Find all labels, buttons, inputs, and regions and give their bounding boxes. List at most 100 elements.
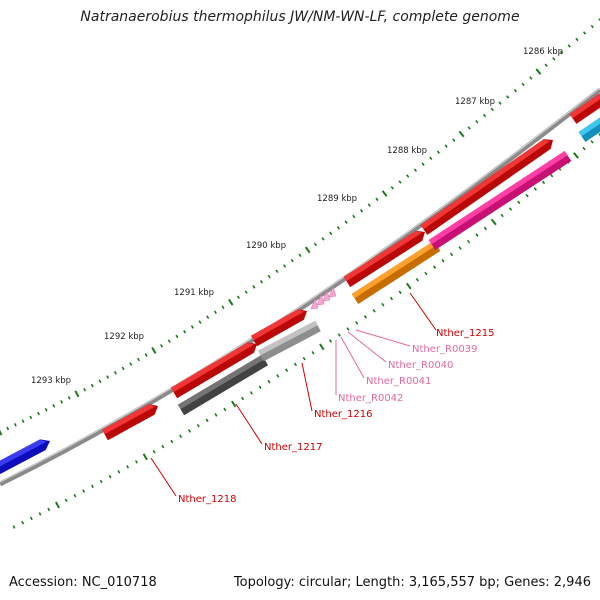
- inner-tick: [47, 507, 51, 512]
- outer-tick: [106, 375, 110, 379]
- outer-tick: [29, 415, 33, 420]
- rna-mark: [328, 286, 337, 298]
- outer-tick: [482, 113, 487, 118]
- inner-tick: [99, 479, 103, 484]
- outer-tick: [129, 362, 133, 366]
- feature-Nther_1216: [251, 309, 307, 347]
- outer-tick: [60, 400, 64, 404]
- inner-tick: [424, 271, 428, 276]
- feature-label-nther_r0041: Nther_R0041: [366, 376, 431, 387]
- outer-tick: [137, 357, 140, 362]
- inner-tick: [64, 498, 68, 503]
- inner-tick: [517, 200, 521, 205]
- outer-tick: [283, 264, 287, 268]
- feature-red-feature-top: [569, 94, 600, 124]
- outer-tick: [221, 305, 225, 310]
- scale-label: 1292 kbp: [104, 332, 144, 342]
- genome-backbone-highlight: [0, 87, 600, 483]
- inner-tick-ring: [12, 133, 600, 529]
- label-leader: [235, 403, 263, 445]
- inner-tick: [389, 296, 394, 301]
- inner-tick: [82, 489, 86, 493]
- inner-tick: [590, 140, 594, 144]
- inner-tick: [293, 362, 297, 367]
- outer-tick: [444, 144, 448, 148]
- feature-Nther_1218: [102, 404, 158, 441]
- inner-tick: [346, 327, 350, 331]
- inner-tick: [355, 321, 359, 325]
- rna-mark: [322, 290, 331, 302]
- outer-tick: [121, 366, 125, 371]
- feature-body: [420, 139, 553, 235]
- outer-tick: [175, 334, 179, 339]
- outer-tick: [213, 310, 217, 315]
- feature-highlight: [177, 354, 265, 410]
- inner-tick: [508, 207, 513, 211]
- inner-tick: [441, 259, 445, 263]
- inner-tick: [170, 439, 174, 444]
- inner-tick: [55, 501, 60, 509]
- outer-tick: [475, 120, 479, 124]
- outer-tick: [167, 339, 171, 343]
- feature-highlight: [578, 117, 600, 137]
- outer-tick: [183, 329, 187, 334]
- inner-tick: [152, 449, 156, 454]
- inner-tick: [319, 343, 325, 351]
- outer-tick: [467, 126, 471, 130]
- scale-label: 1290 kbp: [246, 241, 286, 251]
- outer-tick: [452, 138, 456, 142]
- inner-tick: [405, 282, 412, 290]
- inner-tick: [117, 470, 121, 474]
- scale-label: 1293 kbp: [31, 376, 71, 386]
- inner-tick: [449, 252, 454, 257]
- inner-tick: [466, 239, 471, 244]
- inner-tick: [458, 246, 462, 250]
- genome-backbone: [0, 88, 600, 487]
- outer-tick: [567, 44, 571, 48]
- feature-label-nther_r0039: Nther_R0039: [412, 344, 477, 355]
- inner-tick: [500, 213, 504, 218]
- inner-tick: [285, 368, 289, 372]
- inner-tick: [12, 525, 16, 529]
- inner-tick: [241, 396, 245, 401]
- outer-tick: [37, 411, 40, 416]
- outer-tick: [206, 315, 210, 319]
- feature-highlight: [102, 404, 155, 435]
- feature-cyan-feature: [578, 117, 600, 142]
- outer-tick: [336, 226, 341, 230]
- label-leader: [301, 362, 313, 412]
- feature-highlight: [343, 230, 422, 282]
- accession-label: Accession: NC_010718: [9, 575, 157, 590]
- outer-tick: [544, 63, 548, 68]
- inner-tick: [38, 512, 42, 516]
- feature-Nther_1215: [343, 230, 425, 288]
- inner-tick: [525, 193, 529, 198]
- outer-tick: [313, 242, 317, 247]
- inner-tick: [21, 520, 25, 525]
- outer-tick: [436, 150, 441, 154]
- outer-tick-ring: [0, 18, 600, 436]
- outer-tick: [228, 298, 234, 306]
- outer-tick: [559, 50, 564, 55]
- outer-tick: [144, 353, 148, 357]
- genome-summary: Topology: circular; Length: 3,165,557 bp…: [233, 575, 591, 590]
- outer-tick: [198, 320, 202, 324]
- inner-tick: [108, 474, 112, 479]
- outer-tick: [113, 371, 117, 375]
- inner-tick: [483, 226, 488, 231]
- feature-label-nther_r0040: Nther_R0040: [388, 360, 453, 371]
- inner-tick: [398, 290, 402, 295]
- outer-tick: [304, 246, 311, 254]
- label-leader: [409, 292, 437, 331]
- map-title: Natranaerobius thermophilus JW/NM-WN-LF,…: [80, 9, 520, 25]
- inner-tick: [187, 429, 191, 433]
- inner-tick: [29, 516, 33, 521]
- scale-label: 1289 kbp: [317, 194, 357, 204]
- scale-label: 1286 kbp: [523, 47, 563, 57]
- outer-tick: [244, 290, 248, 294]
- inner-tick: [415, 278, 419, 282]
- inner-tick: [337, 333, 341, 337]
- outer-tick: [21, 419, 25, 423]
- outer-tick: [275, 269, 279, 274]
